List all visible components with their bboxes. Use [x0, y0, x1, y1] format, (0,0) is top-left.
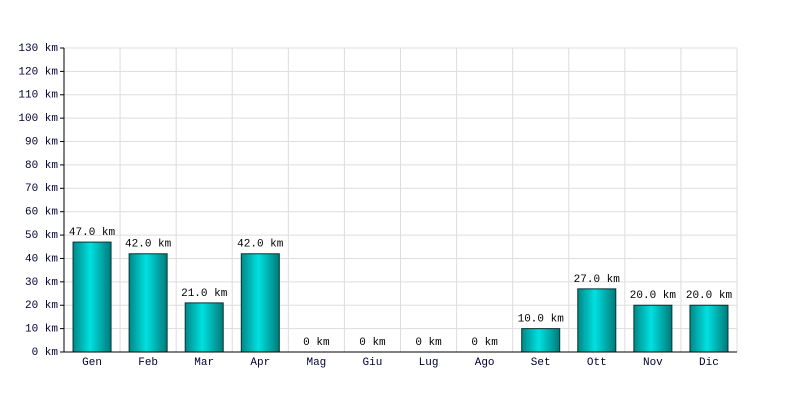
bar: [240, 253, 280, 353]
y-tick-label: 80 km: [25, 160, 58, 172]
y-tick-label: 100 km: [18, 113, 58, 125]
y-tick-label: 0 km: [32, 347, 59, 359]
value-label: 42.0 km: [237, 239, 284, 251]
x-tick-label: Giu: [363, 357, 383, 369]
x-tick-label: Set: [531, 357, 551, 369]
bar: [72, 241, 112, 353]
x-tick-label: Nov: [643, 357, 663, 369]
bar: [184, 302, 224, 353]
x-tick-label: Lug: [419, 357, 439, 369]
bar: [577, 288, 617, 353]
value-label: 0 km: [415, 337, 442, 349]
x-tick-label: Feb: [138, 357, 158, 369]
x-tick-label: Mag: [306, 357, 326, 369]
value-label: 0 km: [359, 337, 386, 349]
value-label: 10.0 km: [518, 314, 565, 326]
y-tick-label: 30 km: [25, 277, 58, 289]
value-label: 0 km: [303, 337, 330, 349]
x-tick-label: Gen: [82, 357, 102, 369]
y-tick-label: 20 km: [25, 300, 58, 312]
value-label: 21.0 km: [181, 288, 228, 300]
bar: [633, 304, 673, 353]
y-tick-label: 130 km: [18, 43, 58, 55]
bar: [521, 328, 561, 353]
y-tick-label: 120 km: [18, 66, 58, 78]
x-tick-label: Mar: [194, 357, 214, 369]
x-tick-label: Dic: [699, 357, 719, 369]
x-tick-label: Apr: [250, 357, 270, 369]
y-tick-label: 110 km: [18, 90, 58, 102]
y-tick-label: 10 km: [25, 324, 58, 336]
value-label: 27.0 km: [574, 274, 621, 286]
x-tick-label: Ott: [587, 357, 607, 369]
y-tick-label: 70 km: [25, 183, 58, 195]
value-label: 20.0 km: [686, 290, 733, 302]
value-label: 42.0 km: [125, 239, 172, 251]
y-tick-label: 60 km: [25, 207, 58, 219]
value-label: 47.0 km: [69, 227, 116, 239]
y-tick-label: 50 km: [25, 230, 58, 242]
x-tick-label: Ago: [475, 357, 495, 369]
value-label: 0 km: [471, 337, 498, 349]
bar: [689, 304, 729, 353]
y-tick-label: 90 km: [25, 136, 58, 148]
y-tick-label: 40 km: [25, 253, 58, 265]
bar: [128, 253, 168, 353]
value-label: 20.0 km: [630, 290, 677, 302]
